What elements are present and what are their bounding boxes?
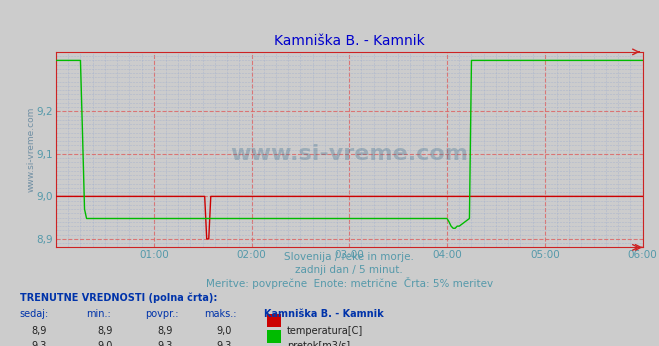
Y-axis label: www.si-vreme.com: www.si-vreme.com (26, 107, 35, 192)
Title: Kamniška B. - Kamnik: Kamniška B. - Kamnik (274, 34, 424, 48)
Text: 9,3: 9,3 (32, 341, 47, 346)
Text: zadnji dan / 5 minut.: zadnji dan / 5 minut. (295, 265, 403, 275)
Text: 9,0: 9,0 (216, 326, 232, 336)
Text: Kamniška B. - Kamnik: Kamniška B. - Kamnik (264, 309, 384, 319)
Text: TRENUTNE VREDNOSTI (polna črta):: TRENUTNE VREDNOSTI (polna črta): (20, 292, 217, 303)
Text: Meritve: povprečne  Enote: metrične  Črta: 5% meritev: Meritve: povprečne Enote: metrične Črta:… (206, 277, 493, 290)
Text: www.si-vreme.com: www.si-vreme.com (230, 144, 469, 164)
Text: min.:: min.: (86, 309, 111, 319)
Text: maks.:: maks.: (204, 309, 237, 319)
Text: pretok[m3/s]: pretok[m3/s] (287, 341, 350, 346)
Text: 8,9: 8,9 (32, 326, 47, 336)
Text: 9,3: 9,3 (216, 341, 232, 346)
Text: 8,9: 8,9 (98, 326, 113, 336)
Text: povpr.:: povpr.: (145, 309, 179, 319)
Text: 9,3: 9,3 (157, 341, 173, 346)
Text: 9,0: 9,0 (98, 341, 113, 346)
Text: temperatura[C]: temperatura[C] (287, 326, 363, 336)
Text: sedaj:: sedaj: (20, 309, 49, 319)
Text: Slovenija / reke in morje.: Slovenija / reke in morje. (284, 252, 415, 262)
Text: 8,9: 8,9 (157, 326, 173, 336)
